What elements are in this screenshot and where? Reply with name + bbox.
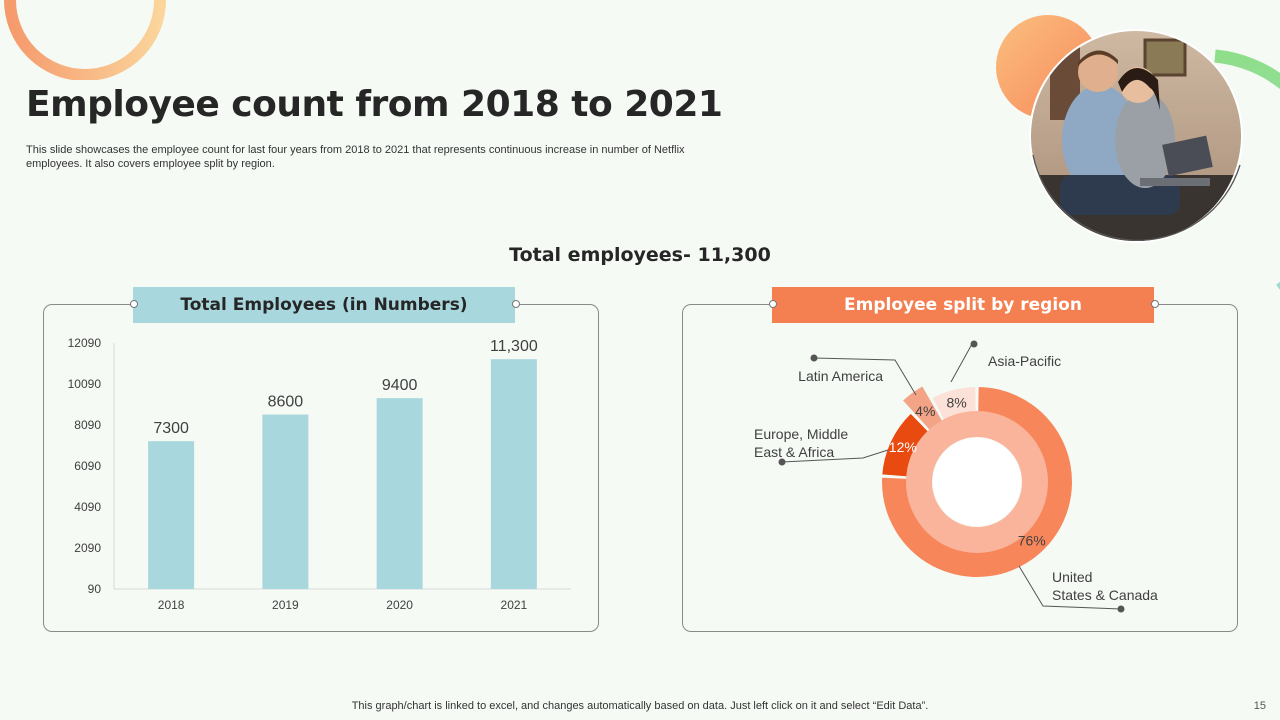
bar-2019 [262,414,309,589]
bar-data-label: 11,300 [490,338,538,355]
y-tick-label: 10090 [68,377,102,391]
leader-line [950,343,974,383]
slice-value-label: 76% [1018,532,1046,548]
slice-value-label: 8% [946,395,966,411]
y-tick-label: 90 [88,582,102,596]
donut-center [933,438,1021,526]
slide-description: This slide showcases the employee count … [26,144,685,170]
page-number: 15 [1253,700,1266,712]
page-title: Employee count from 2018 to 2021 [26,84,723,125]
slice-value-label: 12% [889,439,917,455]
donut-header-left-node [769,300,777,308]
x-tick-label: 2019 [272,598,299,612]
bar-header-left-node [130,300,138,308]
slice-category-label: Asia-Pacific [988,353,1061,369]
leader-line [813,357,917,396]
bar-chart-title: Total Employees (in Numbers) [133,287,515,323]
donut-slice-2 [903,386,943,431]
slice-category-label: States & Canada [1052,587,1158,603]
top-right-decoration [996,15,1280,290]
slice-category-label: Latin America [798,368,883,384]
slice-value-label: 4% [915,403,935,419]
y-tick-label: 2090 [74,541,101,555]
slice-category-label: United [1052,569,1092,585]
bar-2020 [376,398,423,589]
y-tick-label: 4090 [74,500,101,514]
y-tick-label: 12090 [68,336,102,350]
x-tick-label: 2018 [158,598,185,612]
footer-note: This graph/chart is linked to excel, and… [351,700,929,712]
donut-slice-3 [932,387,976,421]
bar-data-label: 9400 [382,377,418,394]
x-tick-label: 2020 [386,598,413,612]
bar-chart: 12090 10090 8090 6090 4090 2090 90 7300 2018 8600… [68,336,571,612]
leader-dot [1117,605,1125,613]
total-employees-heading: Total employees- 11,300 [509,244,771,266]
donut-chart-title: Employee split by region [772,287,1154,323]
bar-data-label: 7300 [153,420,189,437]
donut-header-right-node [1151,300,1159,308]
bar-header-right-node [512,300,520,308]
y-tick-label: 8090 [74,418,101,432]
leader-dot [778,458,786,466]
donut-chart: 76% 12% 4% 8% United States & Canada Europe, M… [754,340,1158,613]
x-tick-label: 2021 [501,598,528,612]
donut-slice-1 [882,413,929,477]
slice-category-label: East & Africa [754,444,834,460]
leader-line [781,449,889,463]
leader-line [1018,565,1122,610]
y-tick-label: 6090 [74,459,101,473]
bar-2021 [490,359,537,589]
bar-2018 [148,441,195,589]
top-left-arc-decoration [4,0,166,80]
slice-category-label: Europe, Middle [754,426,848,442]
leader-dot [810,354,818,362]
donut-inner-ring [906,411,1048,553]
bar-data-label: 8600 [268,394,304,411]
leader-dot [970,340,978,348]
